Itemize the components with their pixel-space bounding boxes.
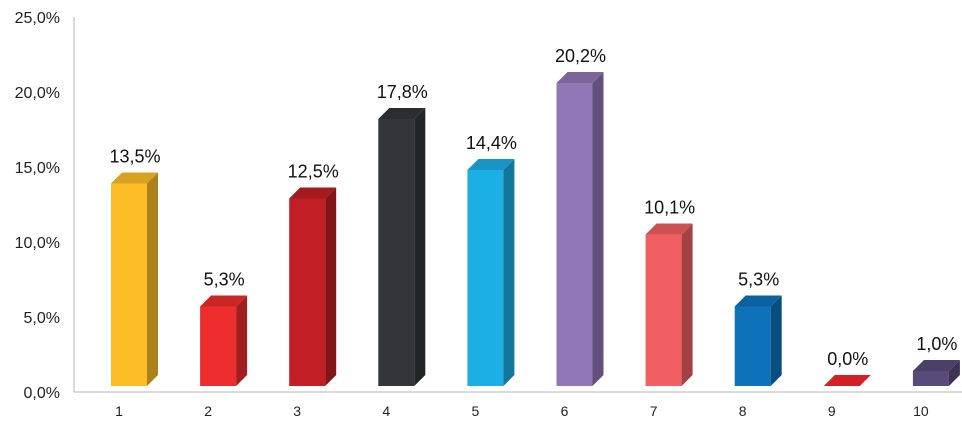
bar-front [645,234,682,386]
bar-front [734,306,771,386]
x-tick-label: 5 [472,403,480,419]
bar-side [325,187,337,386]
bar-side [948,360,960,386]
x-tick-label: 8 [739,403,747,419]
bar-top [378,108,426,119]
bar-side [681,223,693,386]
bar [467,159,515,386]
bar-side [592,72,604,386]
bar-top [734,295,782,307]
data-label: 13,5% [109,147,160,167]
bar-top [645,223,693,235]
data-label: 14,4% [466,133,517,153]
data-label: 17,8% [377,82,428,102]
data-label: 5,3% [204,270,245,290]
y-tick-label: 10,0% [15,235,60,252]
bar-top [556,72,604,83]
bar-top [467,159,515,170]
bar [289,187,337,386]
x-tick-label: 1 [115,403,123,419]
data-label: 20,2% [555,46,606,66]
bar [734,295,782,386]
bar-top [200,295,248,307]
bar [111,172,158,386]
bar-front [912,371,949,386]
data-label: 12,5% [288,162,339,182]
bar-side [236,295,248,386]
bar-top [912,360,960,371]
bar [645,223,693,386]
data-label: 10,1% [644,198,695,218]
data-label: 1,0% [916,334,957,354]
x-tick-label: 3 [293,403,301,419]
bar-top [289,187,337,199]
bar-front [378,119,415,386]
bar [378,108,426,386]
bar-side [414,108,426,386]
x-tick-label: 4 [382,403,390,419]
bar-front [111,183,147,386]
bar-top [823,375,871,386]
bar [912,360,960,386]
y-tick-label: 15,0% [15,160,60,177]
bar [823,375,871,386]
x-tick-label: 10 [913,403,929,419]
bar-side [503,159,515,386]
y-tick-label: 25,0% [15,10,60,27]
y-tick-label: 5,0% [24,310,60,327]
data-label: 5,3% [738,270,779,290]
bar-side [147,172,158,386]
bar-front [467,170,504,386]
x-tick-label: 6 [561,403,569,419]
bar-front [289,198,326,386]
bar-front [556,83,593,386]
bar [556,72,604,386]
y-tick-label: 20,0% [15,85,60,102]
bar [200,295,248,386]
data-label: 0,0% [827,349,868,369]
x-tick-label: 9 [828,403,836,419]
bar-top [111,172,158,184]
y-tick-label: 0,0% [24,385,60,402]
x-tick-label: 2 [204,403,212,419]
x-tick-label: 7 [650,403,658,419]
bar-front [200,306,237,386]
bar-side [770,295,782,386]
